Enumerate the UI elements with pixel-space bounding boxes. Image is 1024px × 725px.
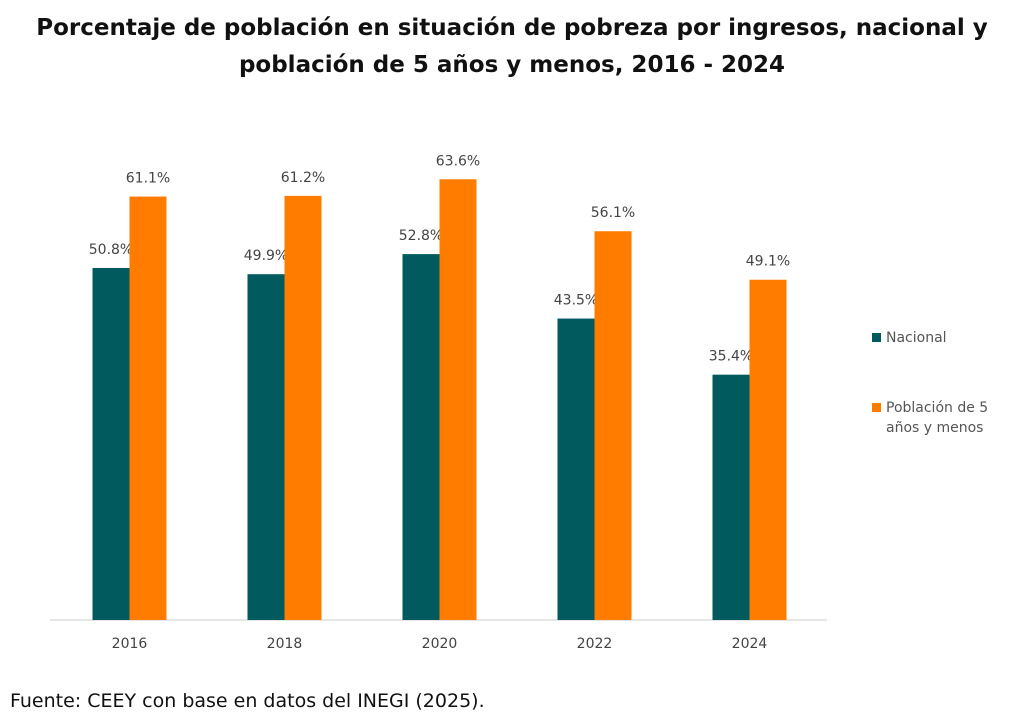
legend-item: Población de 5 años y menos	[872, 398, 1012, 438]
bar	[284, 195, 322, 620]
bar	[92, 267, 130, 620]
data-label: 56.1%	[591, 205, 635, 221]
chart-title: Porcentaje de población en situación de …	[36, 15, 988, 78]
x-tick-label: 2016	[112, 636, 148, 652]
data-label: 61.1%	[126, 171, 170, 187]
legend-label: Nacional	[886, 330, 947, 346]
data-label: 50.8%	[89, 242, 133, 258]
data-label: 49.1%	[746, 254, 790, 270]
source-note: Fuente: CEEY con base en datos del INEGI…	[10, 690, 485, 712]
data-label: 49.9%	[244, 248, 288, 264]
legend-swatch	[872, 333, 881, 342]
x-tick-label: 2020	[422, 636, 458, 652]
bar	[402, 254, 440, 620]
data-label: 52.8%	[399, 228, 443, 244]
bar	[439, 179, 477, 620]
legend-swatch	[872, 403, 881, 412]
legend-label: Población de 5 años y menos	[886, 400, 989, 436]
legend: Nacional Población de 5 años y menos	[872, 328, 1012, 488]
bar	[247, 274, 285, 620]
x-tick-label: 2022	[577, 636, 613, 652]
x-tick-label: 2024	[732, 636, 768, 652]
bar	[594, 231, 632, 621]
data-label: 35.4%	[709, 349, 753, 365]
bar	[557, 318, 595, 620]
bar	[712, 374, 750, 620]
bar	[129, 196, 167, 620]
bar	[749, 279, 787, 620]
x-tick-label: 2018	[267, 636, 303, 652]
data-label: 63.6%	[436, 153, 480, 169]
data-label: 43.5%	[554, 293, 598, 309]
legend-item: Nacional	[872, 328, 1012, 348]
data-label: 61.2%	[281, 170, 325, 186]
